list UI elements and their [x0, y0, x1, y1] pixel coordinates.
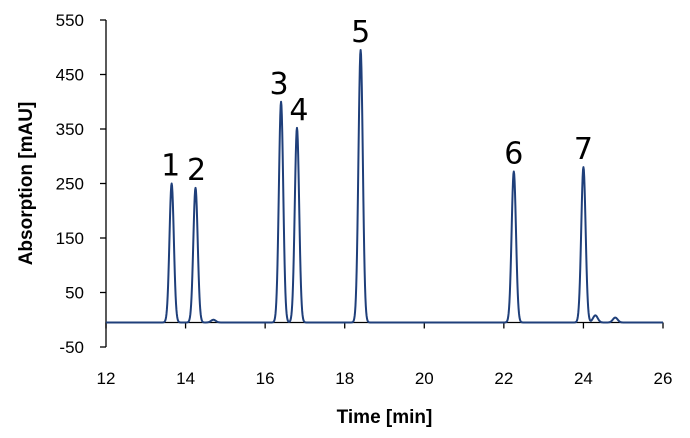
x-tick-label: 18 — [335, 369, 354, 388]
peak-label-2: 2 — [187, 153, 206, 188]
x-axis-ticks: 12 14 16 18 20 22 24 26 — [97, 322, 673, 388]
y-tick-label: 550 — [56, 11, 84, 30]
x-tick-label: 26 — [654, 369, 673, 388]
y-tick-label: 250 — [56, 175, 84, 194]
peak-label-7: 7 — [574, 132, 593, 167]
x-tick-label: 12 — [97, 369, 116, 388]
peak-label-4: 4 — [289, 93, 308, 128]
x-tick-label: 16 — [256, 369, 275, 388]
y-tick-label: 150 — [56, 229, 84, 248]
chromatogram-trace — [105, 48, 664, 324]
peak-label-5: 5 — [351, 15, 370, 50]
y-tick-label: -50 — [59, 338, 84, 357]
x-tick-label: 14 — [176, 369, 195, 388]
y-axis-ticks: -50 50 150 250 350 450 550 — [56, 11, 106, 357]
y-axis-title: Absorption [mAU] — [16, 102, 37, 266]
y-tick-label: 350 — [56, 120, 84, 139]
x-tick-label: 24 — [574, 369, 593, 388]
peak-label-3: 3 — [270, 67, 289, 102]
peak-label-1: 1 — [161, 149, 180, 184]
peak-label-6: 6 — [504, 137, 523, 172]
y-tick-label: 450 — [56, 66, 84, 85]
y-tick-label: 50 — [65, 284, 84, 303]
x-tick-label: 20 — [415, 369, 434, 388]
x-tick-label: 22 — [494, 369, 513, 388]
x-axis-title: Time [min] — [337, 407, 433, 428]
